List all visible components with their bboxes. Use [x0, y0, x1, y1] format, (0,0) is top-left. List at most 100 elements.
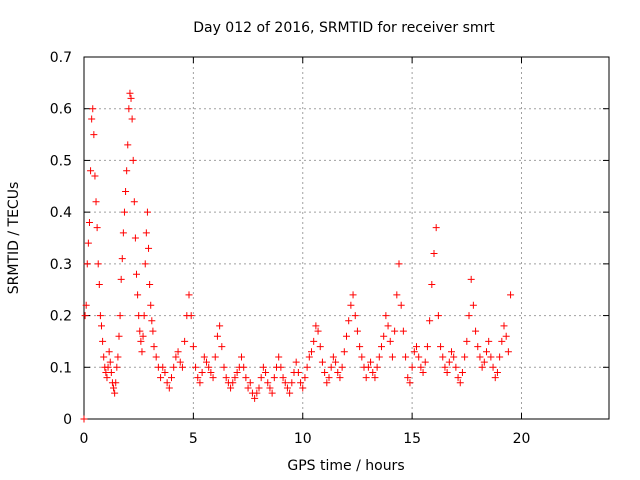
data-point — [178, 363, 186, 371]
data-point — [117, 275, 125, 283]
data-point — [310, 337, 318, 345]
data-point — [198, 368, 206, 376]
data-point — [218, 343, 226, 351]
data-point — [439, 353, 447, 361]
data-point — [294, 368, 302, 376]
data-point — [233, 368, 241, 376]
data-point — [181, 337, 189, 345]
data-point — [472, 327, 480, 335]
data-point — [303, 363, 311, 371]
data-point — [395, 260, 403, 268]
data-point — [500, 322, 508, 330]
data-point — [150, 343, 158, 351]
data-point — [491, 374, 499, 382]
data-point — [375, 353, 383, 361]
data-point — [332, 358, 340, 366]
data-point — [161, 368, 169, 376]
data-point — [308, 348, 315, 356]
chart-title: Day 012 of 2016, SRMTID for receiver smr… — [193, 20, 495, 36]
data-point — [229, 379, 237, 387]
data-point — [209, 374, 217, 382]
data-point — [138, 348, 146, 356]
data-point — [474, 343, 482, 351]
data-point — [318, 358, 326, 366]
data-point — [426, 317, 434, 325]
data-point — [399, 327, 407, 335]
data-point — [200, 353, 208, 361]
data-point — [458, 368, 466, 376]
x-axis-label: GPS time / hours — [287, 458, 404, 474]
data-point — [185, 291, 193, 299]
data-point — [174, 348, 182, 356]
data-point — [402, 353, 410, 361]
y-tick-label: 0 — [63, 412, 72, 428]
y-tick-label: 0.6 — [50, 102, 72, 118]
data-point — [305, 353, 313, 361]
data-point — [257, 374, 265, 382]
data-point — [264, 379, 272, 387]
data-point — [384, 322, 392, 330]
data-point — [255, 384, 263, 392]
data-point — [334, 368, 342, 376]
data-point — [345, 317, 353, 325]
data-point — [242, 374, 250, 382]
data-point — [129, 156, 137, 164]
data-point — [90, 131, 98, 139]
data-point — [452, 363, 460, 371]
data-point — [382, 312, 390, 320]
data-point — [95, 281, 103, 289]
data-point — [98, 322, 105, 330]
x-tick-label: 0 — [80, 431, 89, 447]
data-point — [125, 105, 133, 113]
data-point — [146, 281, 154, 289]
data-point — [408, 363, 416, 371]
data-point — [189, 343, 197, 351]
data-point — [122, 187, 130, 195]
data-point — [231, 374, 239, 382]
y-tick-label: 0.3 — [50, 257, 72, 273]
data-point — [423, 343, 431, 351]
data-point — [351, 312, 359, 320]
data-point — [404, 374, 412, 382]
data-point — [373, 363, 381, 371]
data-point — [445, 358, 453, 366]
data-point — [485, 337, 493, 345]
data-point — [143, 208, 151, 216]
data-point — [343, 332, 350, 340]
data-point — [111, 389, 119, 397]
data-point — [165, 384, 173, 392]
data-point — [136, 327, 144, 335]
data-point — [301, 374, 309, 382]
data-point — [441, 363, 449, 371]
data-point — [142, 229, 150, 237]
data-point — [336, 374, 344, 382]
data-point — [123, 167, 131, 175]
data-point — [152, 353, 160, 361]
data-point — [113, 363, 121, 371]
data-point — [410, 348, 418, 356]
y-tick-label: 0.4 — [50, 205, 72, 221]
data-point — [437, 343, 445, 351]
data-point — [325, 374, 333, 382]
data-point — [89, 105, 97, 113]
data-point — [119, 229, 127, 237]
data-point — [391, 327, 399, 335]
data-point — [465, 312, 473, 320]
data-point — [147, 301, 155, 309]
data-point — [288, 379, 296, 387]
data-point — [448, 348, 455, 356]
data-point — [133, 270, 140, 278]
data-point — [461, 353, 469, 361]
data-point — [82, 301, 90, 309]
data-point — [456, 379, 464, 387]
data-point — [203, 358, 210, 366]
data-point — [140, 312, 148, 320]
data-point — [316, 343, 324, 351]
data-point — [380, 332, 388, 340]
data-point — [415, 353, 423, 361]
data-point — [83, 260, 91, 268]
data-point — [194, 374, 202, 382]
data-point — [417, 363, 425, 371]
data-point — [362, 374, 370, 382]
data-point — [104, 363, 112, 371]
